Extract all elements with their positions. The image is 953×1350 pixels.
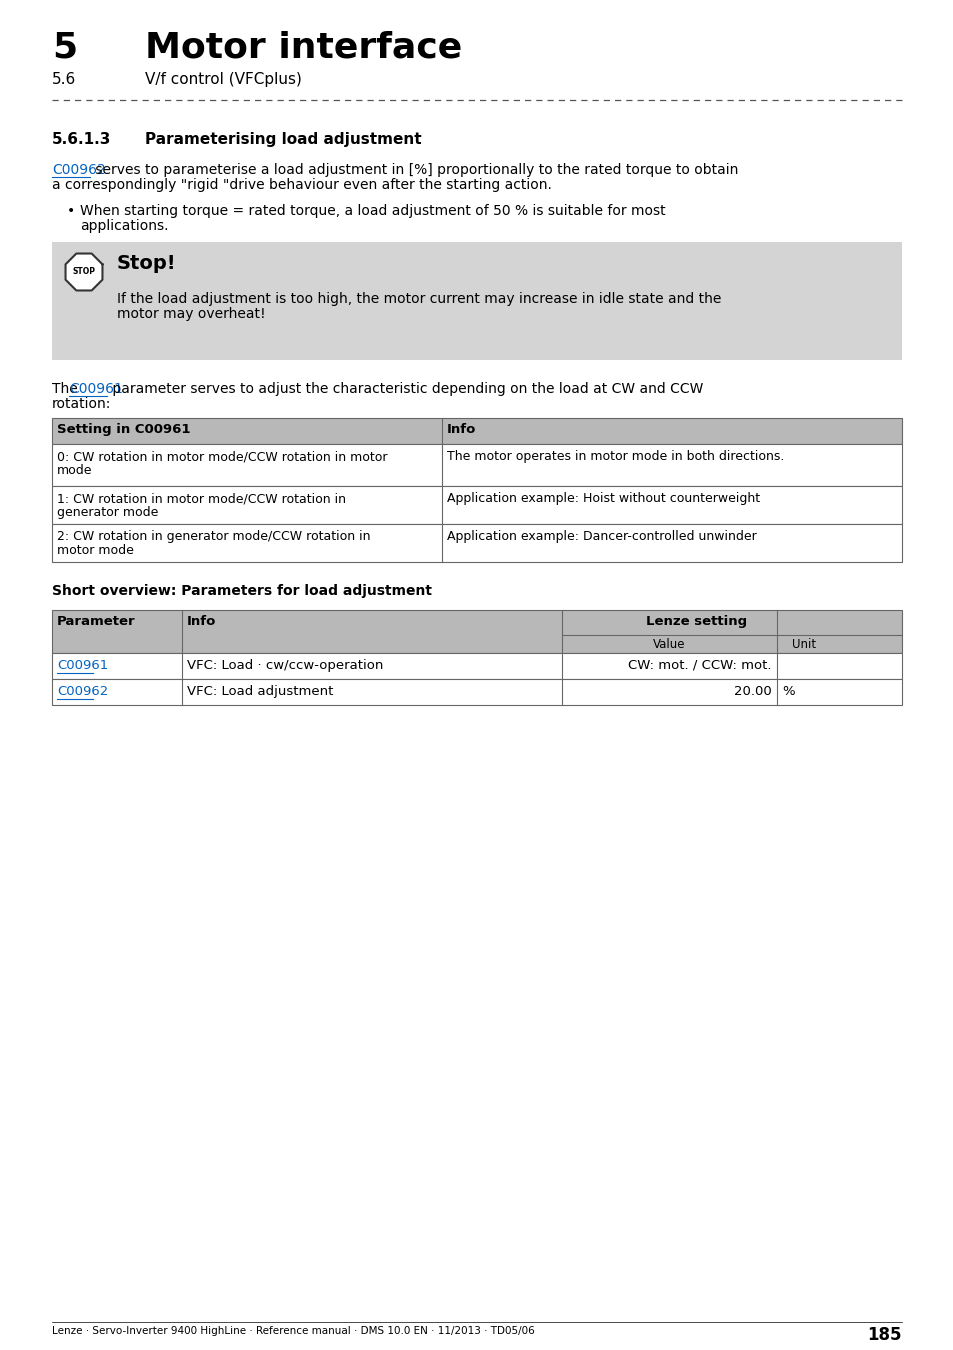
- Text: Application example: Hoist without counterweight: Application example: Hoist without count…: [447, 491, 760, 505]
- Text: Parameterising load adjustment: Parameterising load adjustment: [145, 132, 421, 147]
- Text: If the load adjustment is too high, the motor current may increase in idle state: If the load adjustment is too high, the …: [117, 292, 720, 306]
- Text: %: %: [781, 684, 794, 698]
- Text: Lenze · Servo-Inverter 9400 HighLine · Reference manual · DMS 10.0 EN · 11/2013 : Lenze · Servo-Inverter 9400 HighLine · R…: [52, 1326, 535, 1336]
- Text: Motor interface: Motor interface: [145, 30, 462, 63]
- Text: 2: CW rotation in generator mode/CCW rotation in: 2: CW rotation in generator mode/CCW rot…: [57, 531, 370, 543]
- FancyBboxPatch shape: [52, 418, 901, 444]
- Text: CW: mot. / CCW: mot.: CW: mot. / CCW: mot.: [628, 659, 771, 672]
- Text: a correspondingly "rigid "drive behaviour even after the starting action.: a correspondingly "rigid "drive behaviou…: [52, 178, 551, 192]
- FancyBboxPatch shape: [52, 653, 901, 679]
- Text: The: The: [52, 382, 82, 396]
- FancyBboxPatch shape: [52, 679, 901, 705]
- FancyBboxPatch shape: [52, 524, 901, 562]
- Text: 5.6: 5.6: [52, 72, 76, 86]
- Text: Info: Info: [187, 616, 216, 628]
- Text: V/f control (VFCplus): V/f control (VFCplus): [145, 72, 301, 86]
- Text: Info: Info: [447, 423, 476, 436]
- Text: Unit: Unit: [792, 639, 816, 651]
- Text: Short overview: Parameters for load adjustment: Short overview: Parameters for load adju…: [52, 585, 432, 598]
- FancyBboxPatch shape: [52, 486, 901, 524]
- Text: Stop!: Stop!: [117, 254, 176, 273]
- Polygon shape: [66, 254, 102, 290]
- Text: VFC: Load · cw/ccw-operation: VFC: Load · cw/ccw-operation: [187, 659, 383, 672]
- FancyBboxPatch shape: [52, 610, 901, 653]
- Text: motor may overheat!: motor may overheat!: [117, 306, 265, 321]
- Text: 5: 5: [52, 30, 77, 63]
- Text: 5.6.1.3: 5.6.1.3: [52, 132, 112, 147]
- Text: C00961: C00961: [69, 382, 123, 396]
- Text: 0: CW rotation in motor mode/CCW rotation in motor: 0: CW rotation in motor mode/CCW rotatio…: [57, 450, 387, 463]
- Text: Parameter: Parameter: [57, 616, 135, 628]
- Text: 185: 185: [866, 1326, 901, 1345]
- Text: serves to parameterise a load adjustment in [%] proportionally to the rated torq: serves to parameterise a load adjustment…: [91, 163, 738, 177]
- Text: 1: CW rotation in motor mode/CCW rotation in: 1: CW rotation in motor mode/CCW rotatio…: [57, 491, 346, 505]
- Text: C00962: C00962: [52, 163, 106, 177]
- Text: C00961: C00961: [57, 659, 108, 672]
- Text: When starting torque = rated torque, a load adjustment of 50 % is suitable for m: When starting torque = rated torque, a l…: [80, 204, 665, 217]
- Text: Application example: Dancer-controlled unwinder: Application example: Dancer-controlled u…: [447, 531, 756, 543]
- Text: mode: mode: [57, 464, 92, 477]
- Text: parameter serves to adjust the characteristic depending on the load at CW and CC: parameter serves to adjust the character…: [108, 382, 702, 396]
- Text: The motor operates in motor mode in both directions.: The motor operates in motor mode in both…: [447, 450, 783, 463]
- Text: VFC: Load adjustment: VFC: Load adjustment: [187, 684, 333, 698]
- Text: Value: Value: [653, 639, 685, 651]
- FancyBboxPatch shape: [52, 444, 901, 486]
- Text: Setting in C00961: Setting in C00961: [57, 423, 191, 436]
- Text: rotation:: rotation:: [52, 397, 112, 410]
- Text: applications.: applications.: [80, 219, 169, 234]
- Text: •: •: [67, 204, 75, 217]
- Text: C00962: C00962: [57, 684, 108, 698]
- FancyBboxPatch shape: [52, 242, 901, 360]
- Text: 20.00: 20.00: [734, 684, 771, 698]
- Text: Lenze setting: Lenze setting: [646, 616, 747, 628]
- Text: motor mode: motor mode: [57, 544, 133, 558]
- Text: generator mode: generator mode: [57, 506, 158, 518]
- Text: STOP: STOP: [72, 267, 95, 277]
